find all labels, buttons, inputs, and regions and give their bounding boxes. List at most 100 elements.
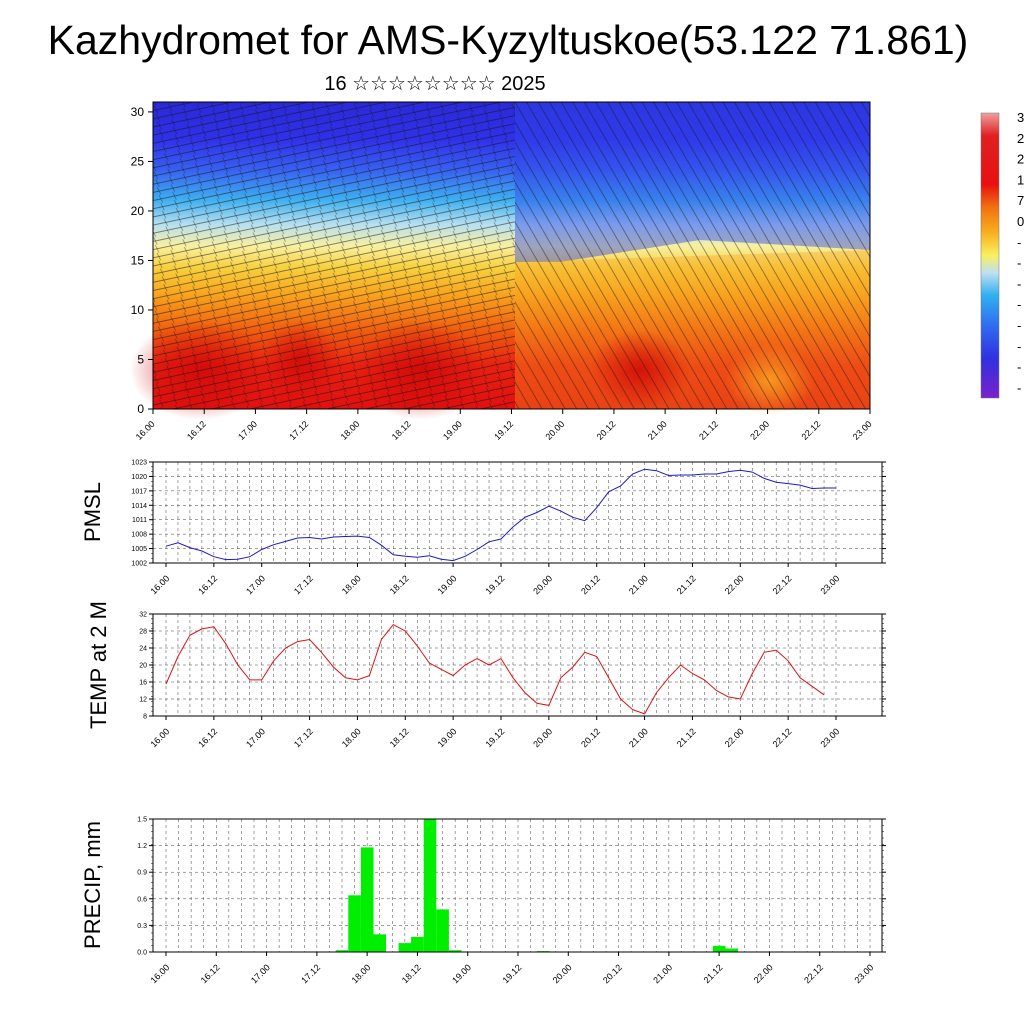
colorbar-label: 0 <box>1017 214 1024 229</box>
pmsl-ytick-label: 1008 <box>131 532 147 539</box>
pmsl-ytick-label: 1011 <box>132 517 147 524</box>
precip-bar <box>411 936 424 952</box>
xs-xtick-label: 20.00 <box>543 419 566 442</box>
xs-ytick-label: 10 <box>131 303 145 317</box>
precip-bar <box>335 950 349 952</box>
precip-bar <box>436 909 449 952</box>
precip-bar <box>448 950 462 952</box>
precip-bar <box>725 948 738 952</box>
xs-xtick-label: 22.00 <box>748 419 771 442</box>
pmsl-ylabel: PMSL <box>80 482 105 542</box>
temp-xtick-label: 18.12 <box>388 726 411 749</box>
xs-xtick-label: 21.12 <box>697 419 720 442</box>
precip-bars <box>335 819 738 952</box>
precip-ytick-label: 0.0 <box>137 950 147 957</box>
precip-axes: 0.0 0.3 0.6 0.9 1.2 1.5 16.00 16.12 17.00 17.12 18… <box>137 817 886 985</box>
colorbar-label: - <box>1017 235 1021 250</box>
temp-panel: TEMP at 2 M 8 12 16 20 24 28 32 16.00 16.12 17.00… <box>86 601 886 749</box>
precip-ytick-label: 0.6 <box>137 896 147 903</box>
colorbar-label: - <box>1017 318 1021 333</box>
xs-ytick-label: 0 <box>137 402 144 416</box>
precip-xtick-label: 21.12 <box>702 962 725 985</box>
precip-xtick-label: 17.00 <box>249 962 272 985</box>
pmsl-xtick-label: 17.12 <box>292 573 315 596</box>
pmsl-xtick-label: 23.00 <box>818 573 841 596</box>
colorbar-label: - <box>1017 360 1021 375</box>
temp-xtick-label: 23.00 <box>818 726 841 749</box>
precip-ylabel: PRECIP, mm <box>80 821 105 949</box>
temp-xtick-label: 16.12 <box>196 726 219 749</box>
colorbar: 3 2 2 1 7 0 - - - - - - - - <box>980 110 1024 399</box>
temp-axes: 8 12 16 20 24 28 32 16.00 16.12 17.00 17.12 18.00 18… <box>139 612 886 749</box>
pmsl-frame <box>152 461 883 564</box>
xs-ytick-label: 5 <box>137 352 144 366</box>
xs-ytick-label: 20 <box>131 204 145 218</box>
precip-xtick-label: 16.12 <box>199 962 222 985</box>
xs-xtick-label: 18.00 <box>339 419 362 442</box>
temp-xtick-label: 19.12 <box>483 726 506 749</box>
wind-barbs-left <box>153 102 515 409</box>
temp-ytick-label: 32 <box>139 612 147 619</box>
xs-xtick-label: 20.12 <box>595 419 618 442</box>
precip-bar <box>360 847 374 952</box>
xs-xtick-label: 23.00 <box>851 419 874 442</box>
pmsl-xtick-label: 21.12 <box>675 573 698 596</box>
temp-ytick-label: 28 <box>139 629 147 636</box>
cross-section-panel: 0 5 10 15 20 25 30 16.00 16.12 17.00 17.12 18.00 18.… <box>130 101 874 442</box>
wind-barbs-right <box>515 102 870 409</box>
precip-xtick-label: 22.12 <box>802 962 825 985</box>
pmsl-xtick-label: 17.00 <box>244 573 267 596</box>
colorbar-label: 3 <box>1017 110 1024 125</box>
colorbar-label: 2 <box>1017 152 1024 167</box>
pmsl-xtick-label: 21.00 <box>627 573 650 596</box>
precip-xtick-label: 20.12 <box>601 962 624 985</box>
pmsl-ytick-label: 1014 <box>131 503 147 510</box>
temp-xtick-label: 21.00 <box>627 726 650 749</box>
pmsl-xtick-label: 22.00 <box>723 573 746 596</box>
temp-xtick-label: 21.12 <box>675 726 698 749</box>
pmsl-xtick-label: 18.00 <box>340 573 363 596</box>
precip-bar <box>348 895 361 952</box>
colorbar-label: - <box>1017 339 1021 354</box>
temp-xtick-label: 18.00 <box>340 726 363 749</box>
precip-xtick-label: 23.00 <box>852 962 875 985</box>
colorbar-strip <box>980 112 1000 399</box>
chart-subtitle: 16 ☆☆☆☆☆☆☆☆ 2025 <box>324 73 546 95</box>
xs-xtick-label: 17.00 <box>236 419 259 442</box>
pmsl-xtick-label: 18.12 <box>388 573 411 596</box>
precip-bar <box>712 945 726 952</box>
pmsl-xtick-label: 19.00 <box>436 573 459 596</box>
pmsl-ytick-label: 1002 <box>131 561 147 568</box>
precip-xtick-label: 18.12 <box>400 962 423 985</box>
precip-bar <box>398 943 412 952</box>
temp-xtick-label: 22.12 <box>771 726 794 749</box>
temp-xtick-label: 20.00 <box>531 726 554 749</box>
precip-grid <box>153 819 882 952</box>
xs-xtick-label: 16.00 <box>134 419 157 442</box>
precip-xtick-label: 16.00 <box>148 962 171 985</box>
precip-ytick-label: 0.3 <box>137 923 147 930</box>
pmsl-xtick-label: 20.12 <box>579 573 602 596</box>
xs-ytick-label: 30 <box>131 105 145 119</box>
pmsl-xtick-label: 16.12 <box>196 573 219 596</box>
pmsl-xtick-label: 22.12 <box>771 573 794 596</box>
precip-xtick-label: 20.00 <box>551 962 574 985</box>
pmsl-ytick-label: 1020 <box>131 474 147 481</box>
xs-xtick-label: 22.12 <box>799 419 822 442</box>
colorbar-label: 1 <box>1017 172 1024 187</box>
colorbar-label: 7 <box>1017 193 1024 208</box>
xs-xtick-label: 16.12 <box>185 419 208 442</box>
pmsl-panel: PMSL 1002 1005 1008 1011 1014 1017 1020 1023 16.… <box>80 460 886 596</box>
temp-grid <box>153 614 882 716</box>
precip-panel: PRECIP, mm 0.0 0.3 0.6 0.9 1.2 1.5 16.00 16.12 1… <box>80 817 886 985</box>
temp-xtick-label: 17.12 <box>292 726 315 749</box>
pmsl-ytick-label: 1017 <box>131 488 147 495</box>
temp-xtick-label: 16.00 <box>148 726 171 749</box>
temp-ytick-label: 16 <box>139 680 147 687</box>
precip-xtick-label: 22.00 <box>752 962 775 985</box>
xs-xtick-label: 17.12 <box>287 419 310 442</box>
temp-ytick-label: 8 <box>143 714 147 721</box>
precip-xtick-label: 18.00 <box>350 962 373 985</box>
xs-xtick-label: 18.12 <box>390 419 413 442</box>
